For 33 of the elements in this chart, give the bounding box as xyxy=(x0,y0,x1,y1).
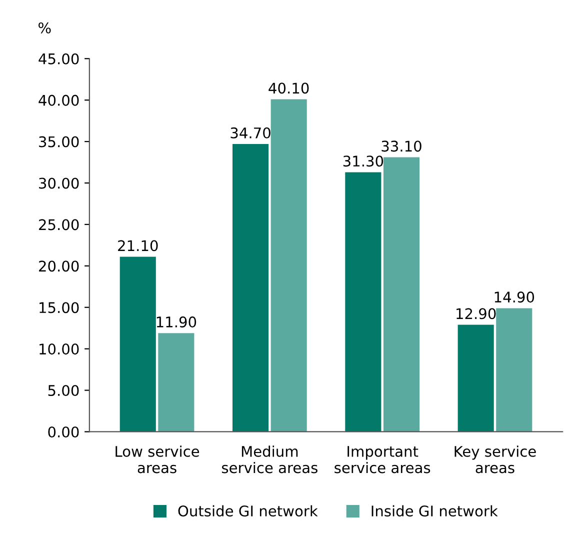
x-tick-label: Medium service areas xyxy=(222,446,318,474)
data-label: 40.10 xyxy=(268,82,309,94)
bar xyxy=(383,157,420,432)
y-tick-label: 35.00 xyxy=(39,136,79,148)
bar xyxy=(458,324,494,432)
x-tick-label: Important service areas xyxy=(334,446,430,474)
data-label: 34.70 xyxy=(230,127,270,138)
x-tick-label: Low service areas xyxy=(116,446,200,474)
y-tick-label: 0.00 xyxy=(48,426,79,438)
y-axis-title: % xyxy=(38,22,51,34)
legend-label: Outside GI network xyxy=(178,505,318,517)
x-tick-label: Key service areas xyxy=(454,446,536,474)
y-tick-label: 20.00 xyxy=(39,260,79,272)
bar xyxy=(496,308,532,432)
bar xyxy=(232,144,269,432)
y-tick-label: 10.00 xyxy=(40,344,79,355)
bar xyxy=(270,99,307,432)
data-label: 33.10 xyxy=(382,140,422,152)
y-tick-label: 5.00 xyxy=(48,384,79,396)
data-label: 12.90 xyxy=(456,308,496,320)
bar xyxy=(158,333,194,432)
bar xyxy=(120,256,156,432)
y-tick-label: 15.00 xyxy=(40,302,79,314)
data-label: 31.30 xyxy=(343,156,384,167)
data-label: 21.10 xyxy=(118,240,158,252)
y-tick-label: 40.00 xyxy=(38,94,79,106)
y-tick-label: 45.00 xyxy=(38,53,79,64)
bar xyxy=(345,172,382,432)
data-label: 11.90 xyxy=(156,316,196,328)
data-label: 14.90 xyxy=(494,292,534,303)
y-tick-label: 25.00 xyxy=(39,219,79,230)
y-tick-label: 30.00 xyxy=(39,178,79,189)
legend-label: Inside GI network xyxy=(372,505,498,517)
